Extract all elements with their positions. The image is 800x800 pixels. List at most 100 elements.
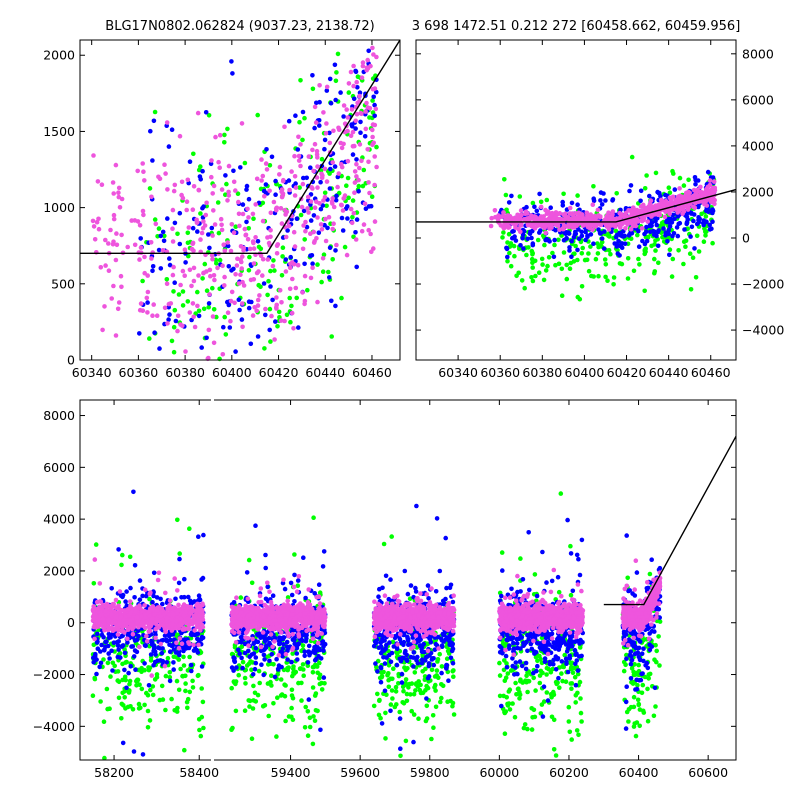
data-point	[305, 194, 311, 200]
data-point	[566, 645, 571, 651]
data-point	[567, 653, 572, 659]
data-point	[122, 667, 127, 673]
data-point	[113, 333, 119, 338]
data-point	[180, 195, 186, 201]
data-point	[303, 704, 309, 710]
data-point	[540, 549, 545, 555]
data-point	[142, 254, 147, 260]
data-point	[617, 243, 623, 249]
data-point	[201, 219, 206, 224]
data-point	[170, 207, 176, 213]
data-point	[171, 264, 176, 270]
data-point	[505, 258, 510, 264]
data-point	[329, 298, 334, 304]
data-point	[500, 235, 505, 240]
data-point	[310, 147, 315, 153]
data-point	[251, 261, 257, 266]
data-point	[647, 571, 653, 577]
data-point	[503, 675, 509, 680]
data-point	[238, 257, 243, 263]
data-point	[596, 273, 601, 279]
data-point	[374, 144, 379, 150]
data-point	[637, 262, 642, 267]
data-point	[242, 650, 248, 656]
data-point	[578, 696, 583, 701]
data-point	[150, 158, 155, 163]
data-point	[268, 228, 273, 233]
data-point	[221, 242, 226, 247]
data-point	[178, 666, 183, 672]
data-point	[292, 153, 297, 159]
data-point	[109, 586, 114, 591]
data-point	[499, 550, 505, 555]
data-point	[373, 661, 378, 666]
data-point	[263, 552, 268, 558]
data-point	[654, 222, 660, 228]
data-point	[310, 670, 316, 675]
data-point	[489, 215, 495, 221]
data-point	[517, 659, 523, 664]
data-point	[142, 702, 147, 708]
data-point	[661, 226, 666, 231]
data-point	[389, 688, 395, 693]
data-point	[228, 318, 233, 324]
data-point	[239, 655, 244, 661]
data-point	[282, 318, 287, 324]
data-point	[196, 717, 202, 722]
data-point	[368, 203, 374, 209]
data-point	[179, 595, 184, 600]
data-point	[145, 708, 151, 714]
y-tick-label: 0	[742, 230, 750, 245]
data-point	[132, 242, 138, 248]
data-point	[244, 183, 250, 189]
data-point	[279, 187, 285, 192]
data-point	[521, 725, 527, 731]
data-point	[225, 198, 230, 203]
data-point	[551, 254, 557, 260]
data-point	[290, 695, 296, 701]
data-point	[95, 179, 101, 184]
data-point	[378, 679, 384, 685]
data-point	[190, 207, 196, 212]
x-tick-label: 60420	[259, 365, 299, 380]
data-point	[349, 220, 355, 226]
data-point	[187, 654, 192, 660]
data-point	[506, 217, 512, 223]
data-point	[185, 240, 191, 246]
data-point	[662, 214, 668, 220]
data-point	[593, 256, 599, 262]
data-point	[149, 256, 154, 261]
data-point	[380, 585, 385, 591]
data-point	[518, 229, 523, 235]
data-point	[187, 267, 193, 273]
data-point	[694, 233, 700, 239]
data-point	[302, 237, 308, 242]
data-point	[497, 673, 503, 678]
data-point	[191, 278, 197, 284]
data-point	[532, 258, 538, 264]
y-tick-label: 8000	[742, 46, 774, 61]
data-point	[488, 223, 494, 229]
data-point	[666, 220, 671, 225]
data-point	[691, 218, 696, 224]
y-tick-label: −4000	[742, 323, 784, 338]
data-point	[273, 319, 278, 324]
data-point	[369, 249, 374, 255]
data-point	[124, 685, 129, 691]
data-point	[512, 253, 517, 259]
data-point	[283, 718, 288, 724]
data-point	[186, 594, 191, 600]
x-tick-label: 60460	[691, 365, 731, 380]
data-point	[546, 209, 551, 214]
data-point	[156, 247, 162, 253]
data-point	[538, 204, 544, 210]
data-point	[207, 245, 212, 251]
data-point	[321, 549, 327, 554]
data-point	[364, 100, 369, 106]
data-point	[165, 187, 170, 192]
data-point	[294, 295, 300, 301]
data-point	[162, 233, 167, 239]
x-tick-label: 60400	[212, 365, 252, 380]
data-point	[354, 264, 360, 270]
data-point	[190, 301, 196, 306]
